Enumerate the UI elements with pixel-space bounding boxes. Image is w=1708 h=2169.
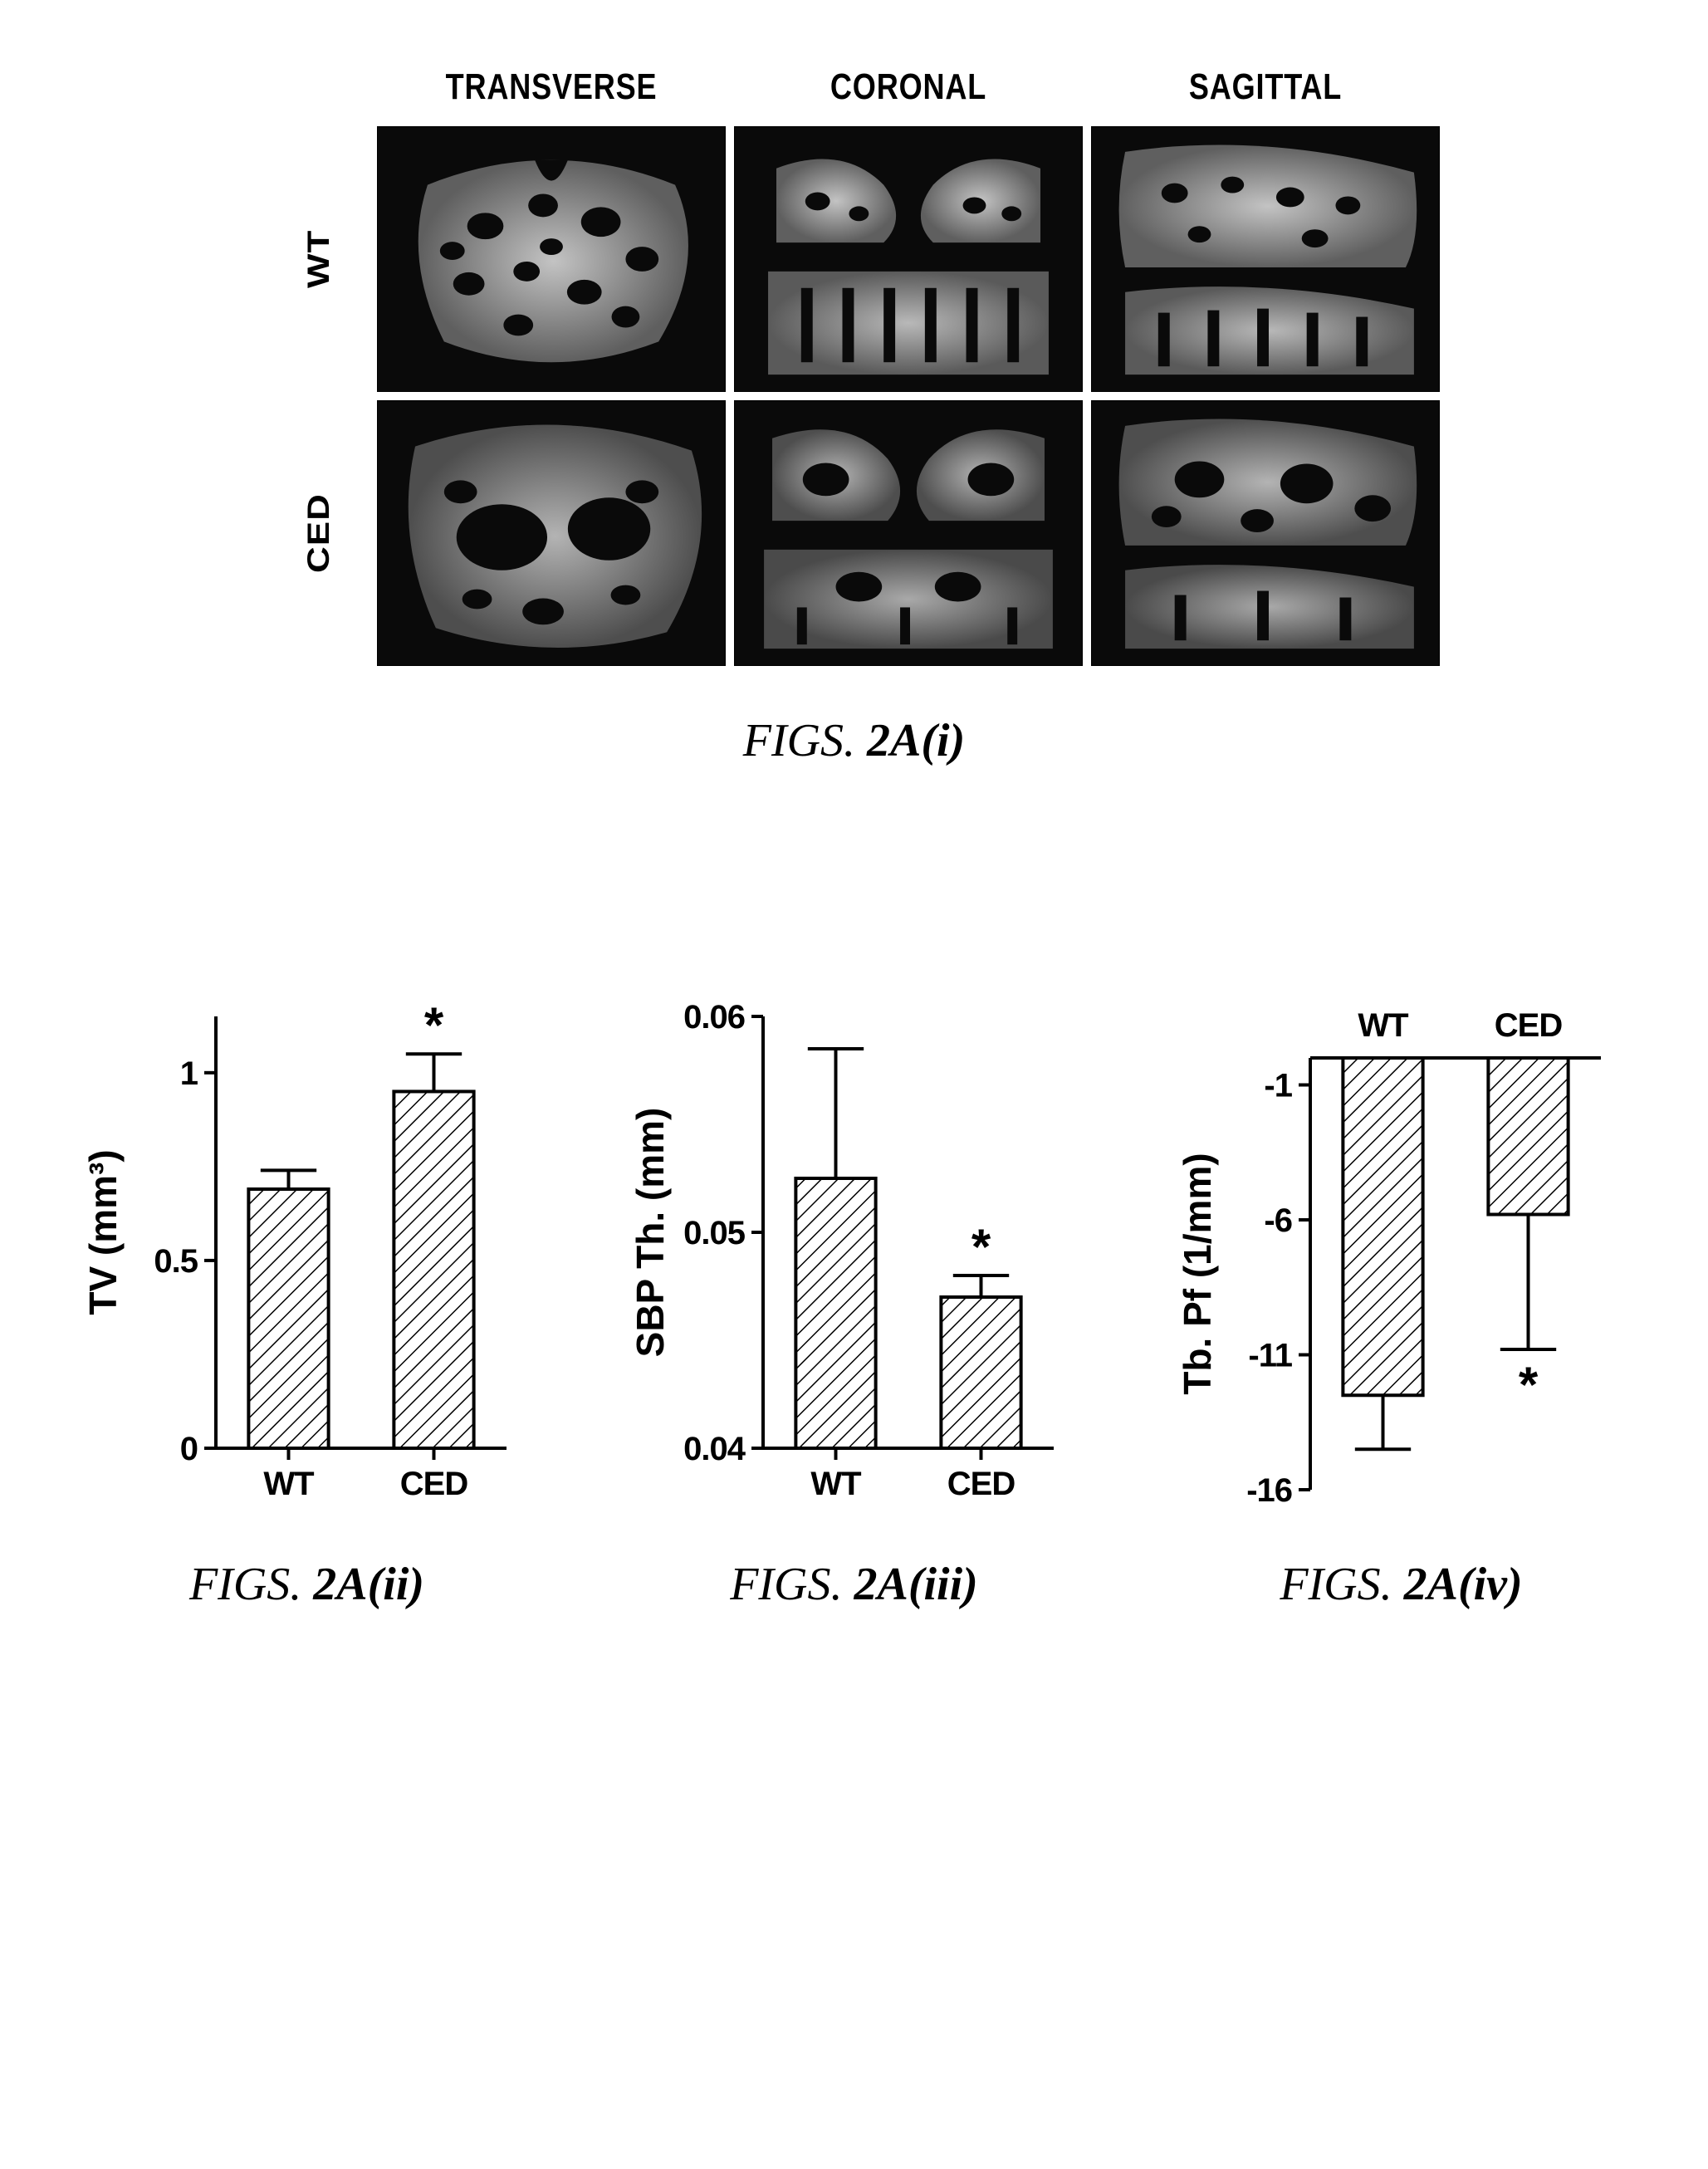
caption-id: 2A(iv)	[1404, 1559, 1523, 1610]
svg-text:-11: -11	[1248, 1338, 1292, 1374]
ct-image-placeholder	[1092, 401, 1439, 665]
caption-2a-iii: FIGS. 2A(iii)	[730, 1558, 978, 1611]
svg-text:WT: WT	[263, 1466, 314, 1502]
ct-image-placeholder	[735, 127, 1082, 391]
caption-prefix: FIGS.	[189, 1559, 301, 1610]
svg-text:WT: WT	[1358, 1007, 1408, 1044]
caption-id: 2A(i)	[867, 715, 965, 766]
col-header-coronal: CORONAL	[765, 66, 1050, 108]
charts-row: 00.51TV (mm³)WT*CED FIGS. 2A(ii) 0.040.0…	[50, 983, 1658, 1611]
chart-2a-ii: 0 0.5 1 TV (mm³) WT * CED	[50, 983, 564, 1523]
caption-prefix: FIGS.	[743, 715, 855, 766]
svg-text:TV (mm³): TV (mm³)	[81, 1149, 125, 1315]
ct-image-placeholder	[378, 401, 725, 665]
svg-text:*: *	[423, 997, 443, 1053]
ct-wt-transverse	[377, 126, 726, 392]
chart-svg: -16 -11 -6 -1 Tb. Pf (1/mm) WT * CED	[1169, 983, 1634, 1523]
ct-image-placeholder	[735, 401, 1082, 665]
grid-column-headers: TRANSVERSE CORONAL SAGITTAL	[269, 66, 1440, 108]
svg-text:Tb. Pf (1/mm): Tb. Pf (1/mm)	[1176, 1153, 1219, 1394]
ct-wt-sagittal	[1091, 126, 1440, 392]
svg-text:SBP Th. (mm): SBP Th. (mm)	[629, 1108, 672, 1358]
chart-2a-iii: 0.04 0.05 0.06 SBP Th. (mm) WT * CED	[597, 983, 1111, 1523]
panel-2a-i: TRANSVERSE CORONAL SAGITTAL WT	[269, 66, 1440, 767]
figure-container: TRANSVERSE CORONAL SAGITTAL WT	[50, 66, 1658, 1611]
ct-wt-coronal	[734, 126, 1083, 392]
ct-ced-coronal	[734, 400, 1083, 666]
svg-text:0.5: 0.5	[154, 1243, 198, 1280]
caption-prefix: FIGS.	[1280, 1559, 1392, 1610]
svg-text:-1: -1	[1264, 1068, 1292, 1104]
svg-text:WT: WT	[810, 1466, 861, 1502]
caption-prefix: FIGS.	[730, 1559, 842, 1610]
caption-id: 2A(iii)	[854, 1559, 977, 1610]
svg-text:CED: CED	[1494, 1007, 1562, 1044]
row-label-ced: CED	[277, 400, 361, 666]
svg-text:CED: CED	[399, 1466, 467, 1502]
ct-ced-sagittal	[1091, 400, 1440, 666]
svg-text:0.06: 0.06	[683, 999, 745, 1036]
svg-text:0: 0	[179, 1431, 197, 1467]
ct-image-grid: WT	[269, 126, 1440, 666]
chart-2a-iv: -16 -11 -6 -1 Tb. Pf (1/mm) WT * CED	[1144, 983, 1658, 1523]
svg-text:-16: -16	[1246, 1472, 1292, 1509]
caption-2a-iv: FIGS. 2A(iv)	[1280, 1558, 1522, 1611]
caption-2a-i: FIGS. 2A(i)	[743, 714, 966, 767]
chart-2a-ii-block: 0 0.5 1 TV (mm³) WT * CED FIGS. 2A(ii)	[50, 983, 564, 1611]
svg-text:*: *	[1518, 1357, 1538, 1413]
svg-text:-6: -6	[1264, 1202, 1292, 1239]
ct-ced-transverse	[377, 400, 726, 666]
svg-text:*: *	[971, 1219, 991, 1275]
chart-svg: 0.04 0.05 0.06 SBP Th. (mm) WT * CED	[622, 983, 1087, 1523]
row-label-wt: WT	[277, 126, 361, 392]
svg-text:0.05: 0.05	[683, 1215, 746, 1251]
chart-2a-iii-block: 0.04 0.05 0.06 SBP Th. (mm) WT * CED FIGS. 2A(…	[597, 983, 1111, 1611]
caption-id: 2A(ii)	[313, 1559, 424, 1610]
svg-text:0.04: 0.04	[683, 1431, 746, 1467]
ct-image-placeholder	[1092, 127, 1439, 391]
svg-text:CED: CED	[947, 1466, 1015, 1502]
caption-2a-ii: FIGS. 2A(ii)	[189, 1558, 424, 1611]
col-header-transverse: TRANSVERSE	[408, 66, 693, 108]
svg-text:1: 1	[179, 1055, 198, 1092]
col-header-sagittal: SAGITTAL	[1122, 66, 1407, 108]
ct-image-placeholder	[378, 127, 725, 391]
chart-2a-iv-block: -16 -11 -6 -1 Tb. Pf (1/mm) WT * CED FIGS. 2A(i…	[1144, 983, 1658, 1611]
chart-svg: 0 0.5 1 TV (mm³) WT * CED	[75, 983, 540, 1523]
